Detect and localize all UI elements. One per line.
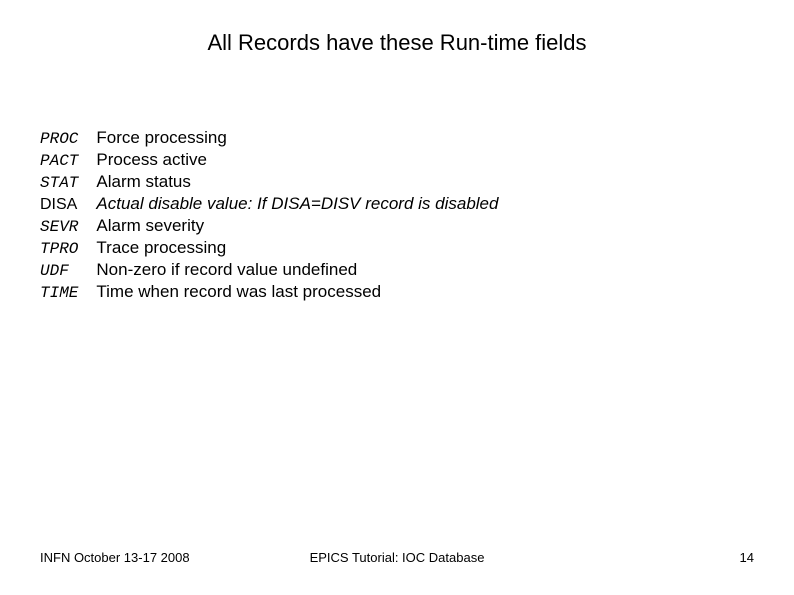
footer-page-number: 14: [740, 550, 754, 565]
footer-center: EPICS Tutorial: IOC Database: [310, 550, 485, 565]
field-row: PACT Process active: [40, 150, 498, 170]
field-name: PROC: [40, 128, 96, 148]
field-desc: Process active: [96, 150, 498, 170]
field-name: DISA: [40, 194, 96, 214]
fields-list: PROC Force processing PACT Process activ…: [40, 126, 498, 304]
slide-footer: INFN October 13-17 2008 EPICS Tutorial: …: [0, 550, 794, 565]
field-row: TPRO Trace processing: [40, 238, 498, 258]
field-desc: Alarm severity: [96, 216, 498, 236]
field-name: STAT: [40, 172, 96, 192]
slide-title: All Records have these Run-time fields: [40, 30, 754, 56]
field-name: PACT: [40, 150, 96, 170]
field-desc: Time when record was last processed: [96, 282, 498, 302]
field-row: SEVR Alarm severity: [40, 216, 498, 236]
field-row: TIME Time when record was last processed: [40, 282, 498, 302]
field-desc: Non-zero if record value undefined: [96, 260, 498, 280]
footer-left: INFN October 13-17 2008: [40, 550, 190, 565]
field-name: UDF: [40, 260, 96, 280]
field-name: SEVR: [40, 216, 96, 236]
field-name: TPRO: [40, 238, 96, 258]
field-desc: Alarm status: [96, 172, 498, 192]
field-row: DISA Actual disable value: If DISA=DISV …: [40, 194, 498, 214]
field-row: STAT Alarm status: [40, 172, 498, 192]
field-name: TIME: [40, 282, 96, 302]
field-desc: Actual disable value: If DISA=DISV recor…: [96, 194, 498, 214]
slide: All Records have these Run-time fields P…: [0, 0, 794, 595]
field-row: PROC Force processing: [40, 128, 498, 148]
field-desc: Force processing: [96, 128, 498, 148]
field-row: UDF Non-zero if record value undefined: [40, 260, 498, 280]
field-desc: Trace processing: [96, 238, 498, 258]
